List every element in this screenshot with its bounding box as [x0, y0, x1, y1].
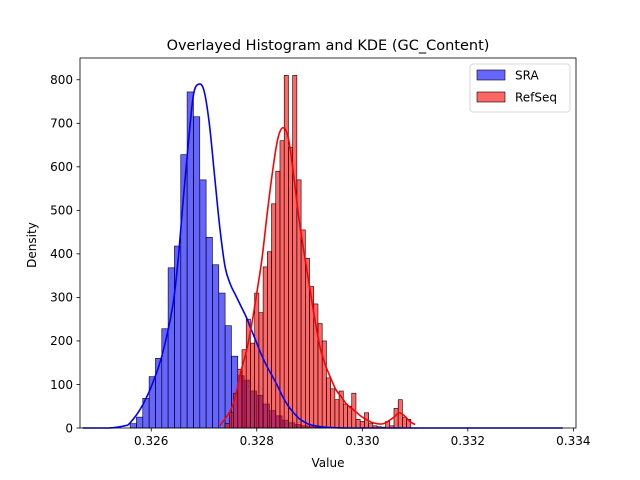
x-tick-label: 0.334: [556, 434, 590, 448]
sra-bar: [199, 179, 207, 429]
legend-swatch-sra: [476, 69, 506, 81]
refseq-bar: [402, 416, 407, 429]
sra-kde-line: [82, 83, 563, 429]
refseq-bar: [254, 292, 260, 429]
refseq-bar: [279, 140, 285, 429]
y-tick-label: 600: [50, 160, 73, 174]
y-tick-label: 400: [50, 247, 73, 261]
sra-bar: [205, 237, 213, 429]
y-tick-label: 300: [50, 291, 73, 305]
x-tick-label: 0.328: [240, 434, 274, 448]
refseq-bar: [224, 423, 230, 429]
axes: 0.326 0.328 0.330 0.332 0.334 0 100 200 300 400 50…: [50, 57, 591, 448]
refseq-bar: [258, 312, 264, 429]
legend-label-sra: SRA: [515, 68, 539, 82]
y-tick-label: 800: [50, 73, 73, 87]
y-tick-label: 100: [50, 378, 73, 392]
x-tick-label: 0.326: [134, 434, 168, 448]
y-tick-label: 0: [65, 421, 73, 435]
legend-label-refseq: RefSeq: [515, 90, 557, 104]
refseq-bar: [355, 418, 361, 429]
sra-bar: [212, 264, 220, 429]
refseq-bar: [359, 421, 365, 429]
refseq-bar: [288, 146, 293, 429]
refseq-bar: [393, 408, 399, 429]
x-tick-label: 0.330: [345, 434, 379, 448]
refseq-bar: [347, 405, 353, 429]
refseq-bar: [262, 266, 268, 429]
axes-frame: [79, 57, 577, 429]
y-axis-label: Density: [25, 222, 39, 268]
sra-bar: [129, 423, 137, 429]
refseq-bar: [250, 342, 255, 429]
sra-bar: [174, 245, 182, 429]
refseq-bar: [267, 251, 272, 429]
refseq-kde-line: [219, 126, 416, 427]
sra-bar: [136, 416, 144, 429]
refseq-bar: [271, 203, 277, 429]
refseq-bar: [292, 75, 298, 429]
refseq-bar: [330, 388, 336, 429]
legend: SRA RefSeq: [469, 63, 571, 113]
y-tick-label: 700: [50, 117, 73, 131]
y-tick-label: 200: [50, 334, 73, 348]
x-tick-label: 0.332: [451, 434, 485, 448]
sra-bar: [193, 116, 201, 429]
refseq-bar: [334, 399, 340, 429]
refseq-bar: [326, 377, 331, 429]
x-axis-label: Value: [312, 456, 345, 470]
sra-bar: [218, 292, 226, 429]
legend-swatch-refseq: [476, 91, 506, 103]
refseq-bar: [342, 403, 348, 429]
refseq-bar: [229, 412, 234, 429]
chart-title: Overlayed Histogram and KDE (GC_Content): [167, 38, 490, 54]
sra-bar: [167, 267, 175, 429]
y-tick-label: 500: [50, 204, 73, 218]
refseq-bar: [321, 340, 327, 429]
